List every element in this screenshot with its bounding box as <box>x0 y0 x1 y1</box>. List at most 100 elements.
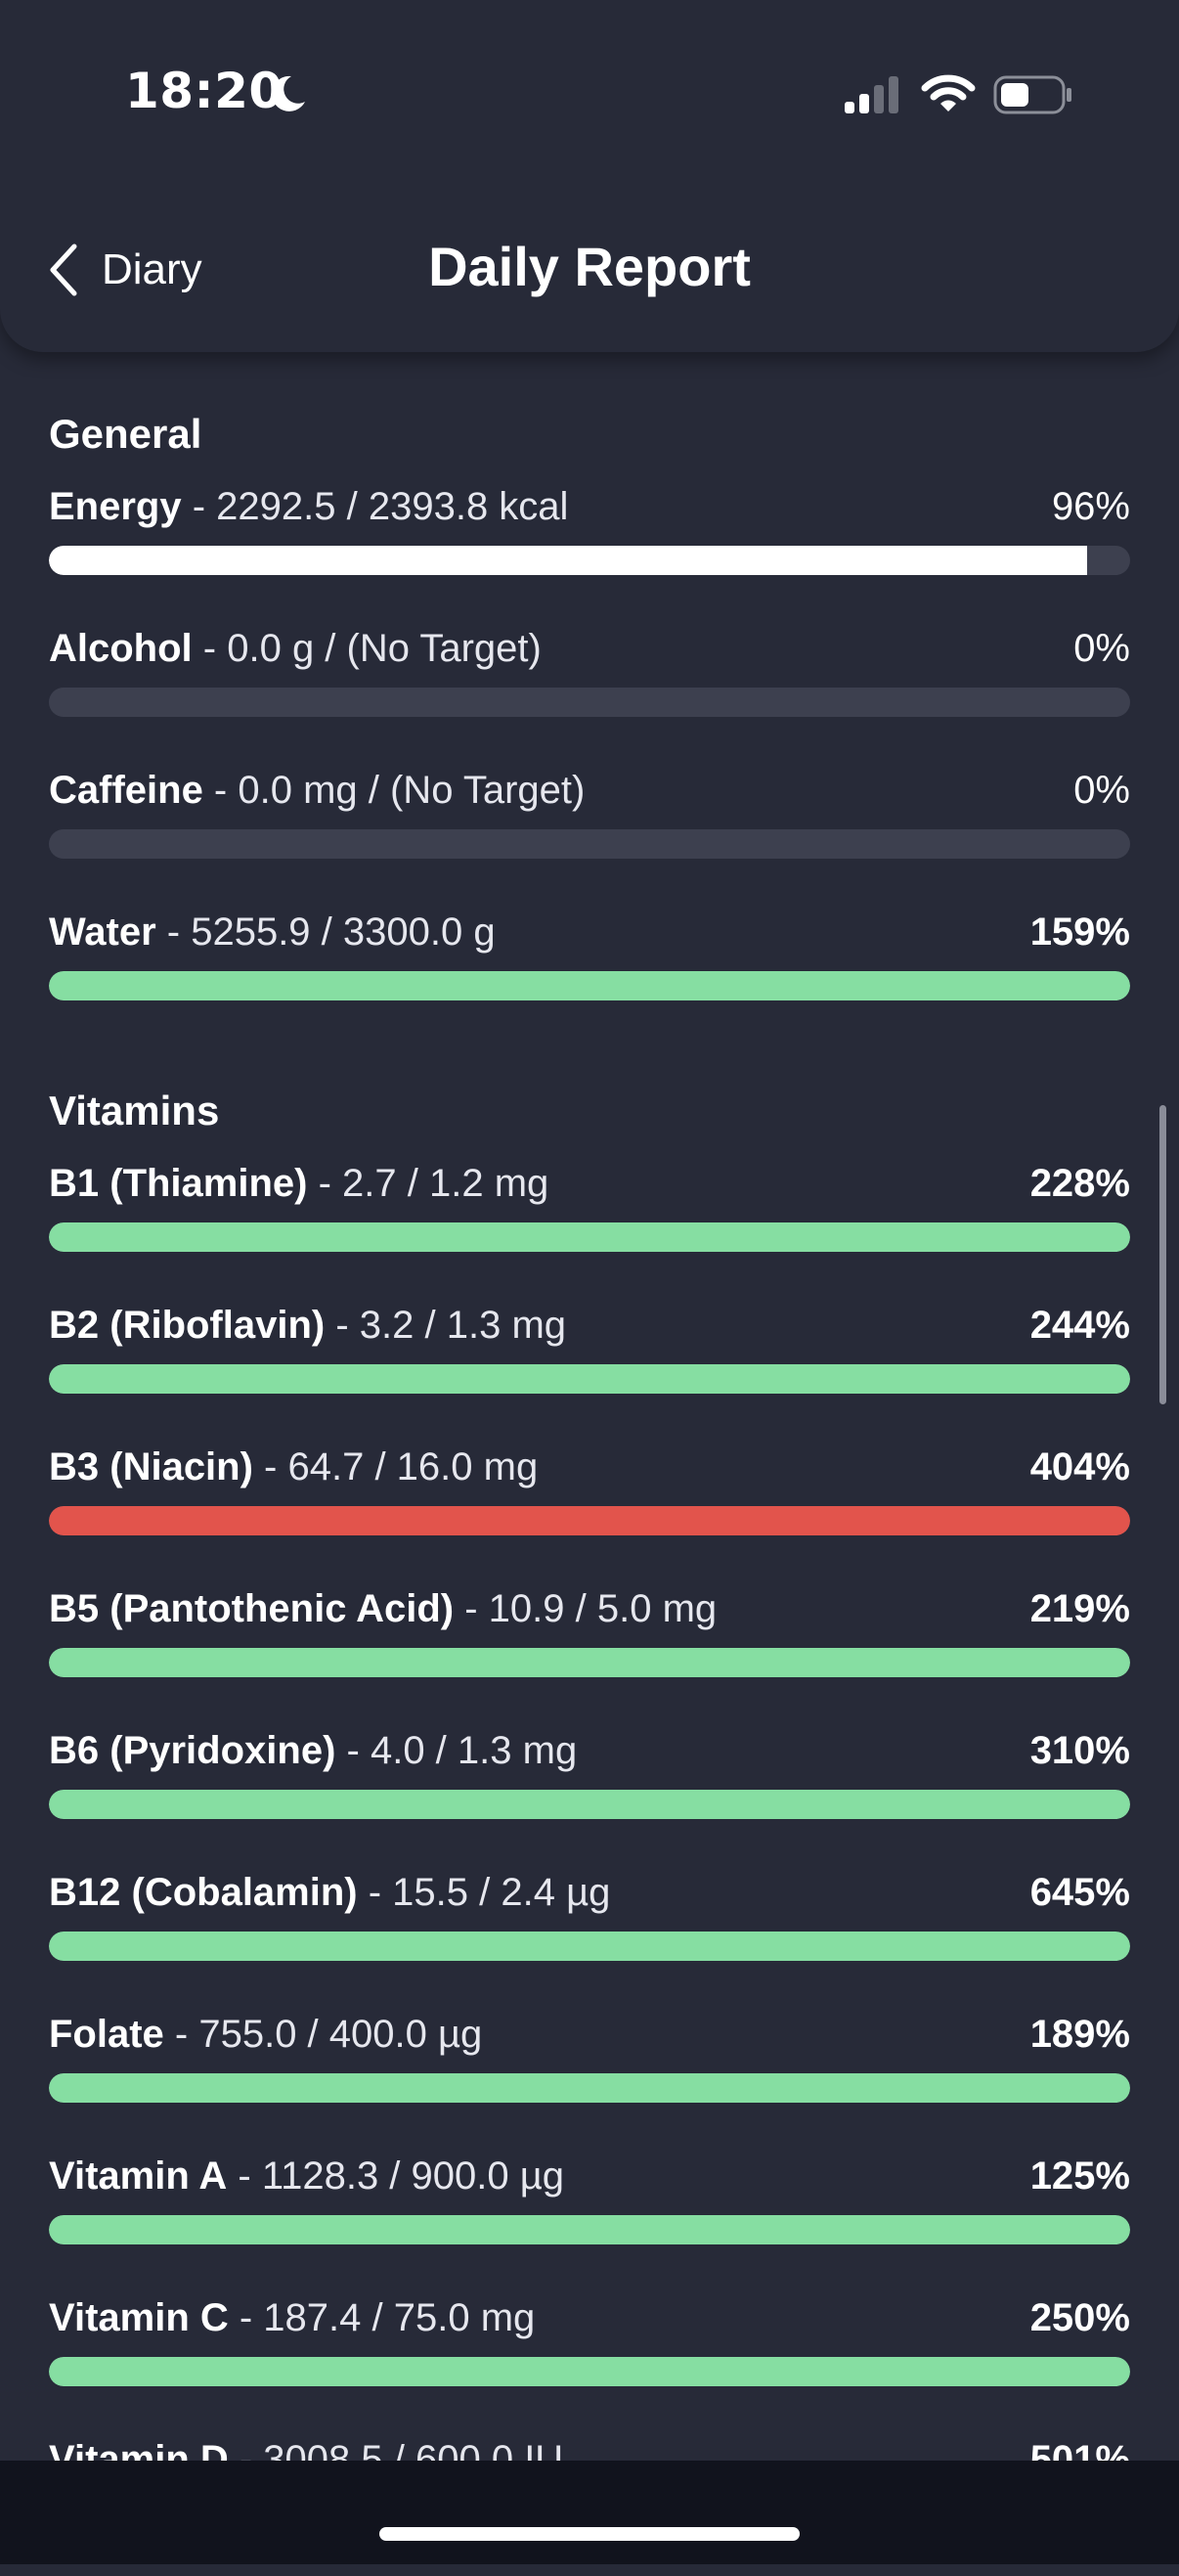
nutrient-row[interactable]: Water - 5255.9 / 3300.0 g 159% <box>49 907 1130 1048</box>
cellular-signal-icon <box>845 76 898 113</box>
nutrient-amount: - 10.9 / 5.0 mg <box>454 1586 718 1630</box>
nutrient-row[interactable]: B12 (Cobalamin) - 15.5 / 2.4 µg 645% <box>49 1867 1130 2009</box>
nutrient-label: B6 (Pyridoxine) - 4.0 / 1.3 mg <box>49 1729 577 1773</box>
nutrient-percent: 0% <box>1073 626 1130 670</box>
nutrient-label: Alcohol - 0.0 g / (No Target) <box>49 627 542 671</box>
nutrient-label-line: Alcohol - 0.0 g / (No Target) 0% <box>49 623 1130 674</box>
navigation-header: Diary Daily Report <box>0 0 1179 352</box>
nutrient-percent: 228% <box>1029 1161 1130 1205</box>
nutrient-amount: - 3.2 / 1.3 mg <box>325 1303 567 1347</box>
progress-bar-track <box>49 688 1130 717</box>
nutrient-percent: 0% <box>1073 768 1130 812</box>
nutrient-percent: 125% <box>1029 2154 1130 2198</box>
section-title: Vitamins <box>49 1088 220 1133</box>
progress-bar-track <box>49 1222 1130 1252</box>
nutrient-row[interactable]: Energy - 2292.5 / 2393.8 kcal 96% <box>49 481 1130 623</box>
status-bar-overlay: 18:20 <box>0 0 1179 196</box>
nutrient-row[interactable]: B3 (Niacin) - 64.7 / 16.0 mg 404% <box>49 1442 1130 1583</box>
nutrient-row[interactable]: Alcohol - 0.0 g / (No Target) 0% <box>49 623 1130 765</box>
progress-bar-fill <box>49 971 1130 1000</box>
nutrient-label-line: Folate - 755.0 / 400.0 µg 189% <box>49 2009 1130 2060</box>
progress-bar-track <box>49 829 1130 859</box>
battery-icon <box>993 75 1071 114</box>
nutrient-label-line: Water - 5255.9 / 3300.0 g 159% <box>49 907 1130 957</box>
nutrient-name: B1 (Thiamine) <box>49 1161 308 1205</box>
progress-bar-track <box>49 2215 1130 2244</box>
nutrient-label-line: B12 (Cobalamin) - 15.5 / 2.4 µg 645% <box>49 1867 1130 1918</box>
nutrient-name: B12 (Cobalamin) <box>49 1870 358 1914</box>
nutrient-row[interactable]: Caffeine - 0.0 mg / (No Target) 0% <box>49 765 1130 907</box>
nutrient-label-line: B1 (Thiamine) - 2.7 / 1.2 mg 228% <box>49 1158 1130 1209</box>
wifi-icon <box>921 74 976 111</box>
nutrient-name: Vitamin C <box>49 2295 229 2339</box>
nutrient-amount: - 5255.9 / 3300.0 g <box>155 910 496 954</box>
nutrient-name: B2 (Riboflavin) <box>49 1303 326 1347</box>
nutrient-label-line: B6 (Pyridoxine) - 4.0 / 1.3 mg 310% <box>49 1725 1130 1776</box>
progress-bar-track <box>49 546 1130 575</box>
nutrient-percent: 189% <box>1029 2012 1130 2056</box>
nutrient-percent: 645% <box>1029 1870 1130 1914</box>
nutrient-amount: - 64.7 / 16.0 mg <box>252 1444 539 1488</box>
nutrient-row[interactable]: B5 (Pantothenic Acid) - 10.9 / 5.0 mg 219… <box>49 1583 1130 1725</box>
progress-bar-fill <box>49 546 1087 575</box>
nutrient-percent: 244% <box>1029 1303 1130 1347</box>
progress-bar-track <box>49 2357 1130 2386</box>
nutrient-label: B1 (Thiamine) - 2.7 / 1.2 mg <box>49 1162 548 1206</box>
nutrient-row[interactable]: B2 (Riboflavin) - 3.2 / 1.3 mg 244% <box>49 1300 1130 1442</box>
nutrient-amount: - 4.0 / 1.3 mg <box>335 1728 578 1772</box>
nutrient-label: B3 (Niacin) - 64.7 / 16.0 mg <box>49 1445 538 1489</box>
nutrient-percent: 159% <box>1029 910 1130 954</box>
nutrient-percent: 404% <box>1029 1444 1130 1488</box>
progress-bar-fill <box>49 1506 1130 1535</box>
scrollbar[interactable] <box>1159 1105 1166 1404</box>
nutrient-label-line: Energy - 2292.5 / 2393.8 kcal 96% <box>49 481 1130 532</box>
nutrient-row[interactable]: Vitamin A - 1128.3 / 900.0 µg 125% <box>49 2151 1130 2292</box>
nutrient-amount: - 755.0 / 400.0 µg <box>163 2012 483 2056</box>
nutrient-name: Energy <box>49 484 182 528</box>
nutrient-name: Folate <box>49 2012 164 2056</box>
nutrient-label: Water - 5255.9 / 3300.0 g <box>49 910 496 955</box>
progress-bar-fill <box>49 2357 1130 2386</box>
nutrient-row[interactable]: Vitamin C - 187.4 / 75.0 mg 250% <box>49 2292 1130 2434</box>
report-content[interactable]: General Energy - 2292.5 / 2393.8 kcal 96% A… <box>49 411 1130 2576</box>
nutrient-name: Alcohol <box>49 626 193 670</box>
nutrient-name: B3 (Niacin) <box>49 1444 253 1488</box>
progress-bar-track <box>49 1364 1130 1394</box>
status-time-overlay: 18:20 <box>125 63 284 119</box>
nutrient-amount: - 2.7 / 1.2 mg <box>307 1161 549 1205</box>
nutrient-amount: - 2292.5 / 2393.8 kcal <box>181 484 569 528</box>
progress-bar-fill <box>49 2073 1130 2103</box>
nutrient-name: Vitamin A <box>49 2154 228 2198</box>
progress-bar-fill <box>49 1648 1130 1677</box>
nutrient-label: Folate - 755.0 / 400.0 µg <box>49 2013 482 2057</box>
home-indicator[interactable] <box>379 2527 800 2541</box>
bottom-safe-area <box>0 2461 1179 2564</box>
back-button[interactable]: Diary <box>47 235 202 305</box>
nutrient-amount: - 15.5 / 2.4 µg <box>357 1870 611 1914</box>
nutrient-percent: 96% <box>1051 484 1130 528</box>
nutrient-name: B5 (Pantothenic Acid) <box>49 1586 455 1630</box>
nutrient-amount: - 187.4 / 75.0 mg <box>228 2295 536 2339</box>
nutrient-label-line: B2 (Riboflavin) - 3.2 / 1.3 mg 244% <box>49 1300 1130 1351</box>
nutrient-label: B5 (Pantothenic Acid) - 10.9 / 5.0 mg <box>49 1587 717 1631</box>
section-title: General <box>49 411 202 457</box>
progress-bar-track <box>49 1790 1130 1819</box>
progress-bar-track <box>49 1648 1130 1677</box>
progress-bar-fill <box>49 1364 1130 1394</box>
progress-bar-track <box>49 971 1130 1000</box>
nutrient-row[interactable]: B6 (Pyridoxine) - 4.0 / 1.3 mg 310% <box>49 1725 1130 1867</box>
nutrient-amount: - 0.0 mg / (No Target) <box>202 768 586 812</box>
nutrient-label: Vitamin C - 187.4 / 75.0 mg <box>49 2296 535 2340</box>
nutrient-label-line: Vitamin C - 187.4 / 75.0 mg 250% <box>49 2292 1130 2343</box>
progress-bar-fill <box>49 2215 1130 2244</box>
nutrient-label-line: B3 (Niacin) - 64.7 / 16.0 mg 404% <box>49 1442 1130 1492</box>
nutrient-label-line: Caffeine - 0.0 mg / (No Target) 0% <box>49 765 1130 816</box>
page-title: Daily Report <box>428 236 751 297</box>
nutrient-row[interactable]: B1 (Thiamine) - 2.7 / 1.2 mg 228% <box>49 1158 1130 1300</box>
nutrient-row[interactable]: Folate - 755.0 / 400.0 µg 189% <box>49 2009 1130 2151</box>
progress-bar-fill <box>49 1790 1130 1819</box>
nutrient-label-line: B5 (Pantothenic Acid) - 10.9 / 5.0 mg 219… <box>49 1583 1130 1634</box>
nutrient-percent: 250% <box>1029 2295 1130 2339</box>
nutrient-label: B12 (Cobalamin) - 15.5 / 2.4 µg <box>49 1871 610 1915</box>
nutrient-percent: 219% <box>1029 1586 1130 1630</box>
